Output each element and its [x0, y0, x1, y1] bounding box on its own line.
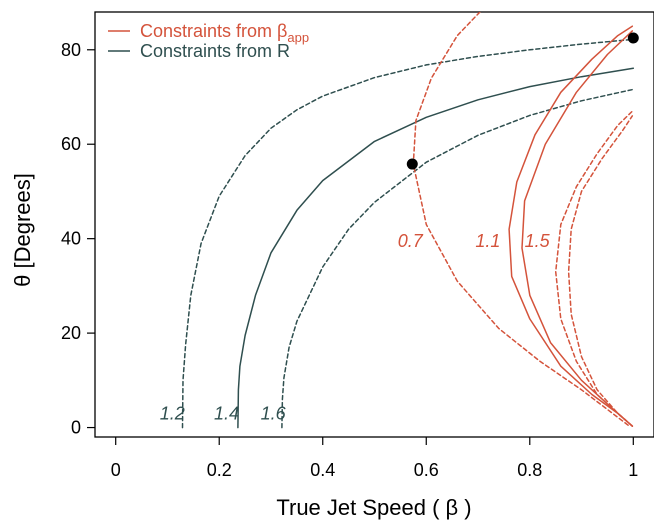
- x-tick-label: 0: [111, 460, 121, 480]
- x-axis: 0 0.2 0.4 0.6 0.8 1: [111, 437, 638, 480]
- curve-labels-group: 1.2 1.4 1.6 0.7 1.1 1.5: [160, 231, 551, 423]
- data-point: [406, 158, 418, 170]
- data-point: [627, 32, 639, 44]
- curve-label: 1.4: [214, 403, 239, 423]
- legend-label-R: Constraints from R: [140, 41, 290, 61]
- plot-frame: [94, 11, 654, 438]
- x-tick-label: 0.8: [517, 460, 542, 480]
- x-tick-label: 0.4: [310, 460, 335, 480]
- y-tick-label: 80: [61, 40, 81, 60]
- y-axis-title: θ [Degrees]: [10, 173, 35, 287]
- curve-label: 1.2: [160, 403, 185, 423]
- curve-beta-app-1.5: [554, 110, 634, 427]
- y-tick-label: 40: [61, 229, 81, 249]
- y-tick-label: 20: [61, 323, 81, 343]
- y-tick-label: 0: [71, 418, 81, 438]
- curve-R-1.4: [237, 67, 635, 429]
- curve-beta-app-0.7: [412, 12, 629, 426]
- curve-label: 1.5: [525, 231, 551, 251]
- x-tick-label: 0.2: [207, 460, 232, 480]
- curve-R-1.2: [181, 38, 635, 429]
- x-tick-label: 0.6: [414, 460, 439, 480]
- curve-beta-app-1.1: [508, 25, 634, 427]
- y-tick-label: 60: [61, 134, 81, 154]
- curve-label: 1.1: [475, 231, 500, 251]
- curve-beta-app-1.5: [567, 115, 634, 427]
- curve-R-1.6: [281, 88, 635, 429]
- curves-group: [181, 12, 635, 429]
- y-axis: 0 20 40 60 80: [61, 40, 95, 438]
- curve-label: 1.6: [261, 403, 287, 423]
- curve-beta-app-1.1: [521, 30, 634, 427]
- curve-label: 0.7: [398, 231, 424, 251]
- points-group: [406, 32, 639, 170]
- x-tick-label: 1: [628, 460, 638, 480]
- legend-label-beta-app: Constraints from βapp: [140, 21, 309, 45]
- legend: Constraints from βapp Constraints from R: [108, 21, 309, 61]
- x-axis-title: True Jet Speed ( β ): [276, 495, 471, 520]
